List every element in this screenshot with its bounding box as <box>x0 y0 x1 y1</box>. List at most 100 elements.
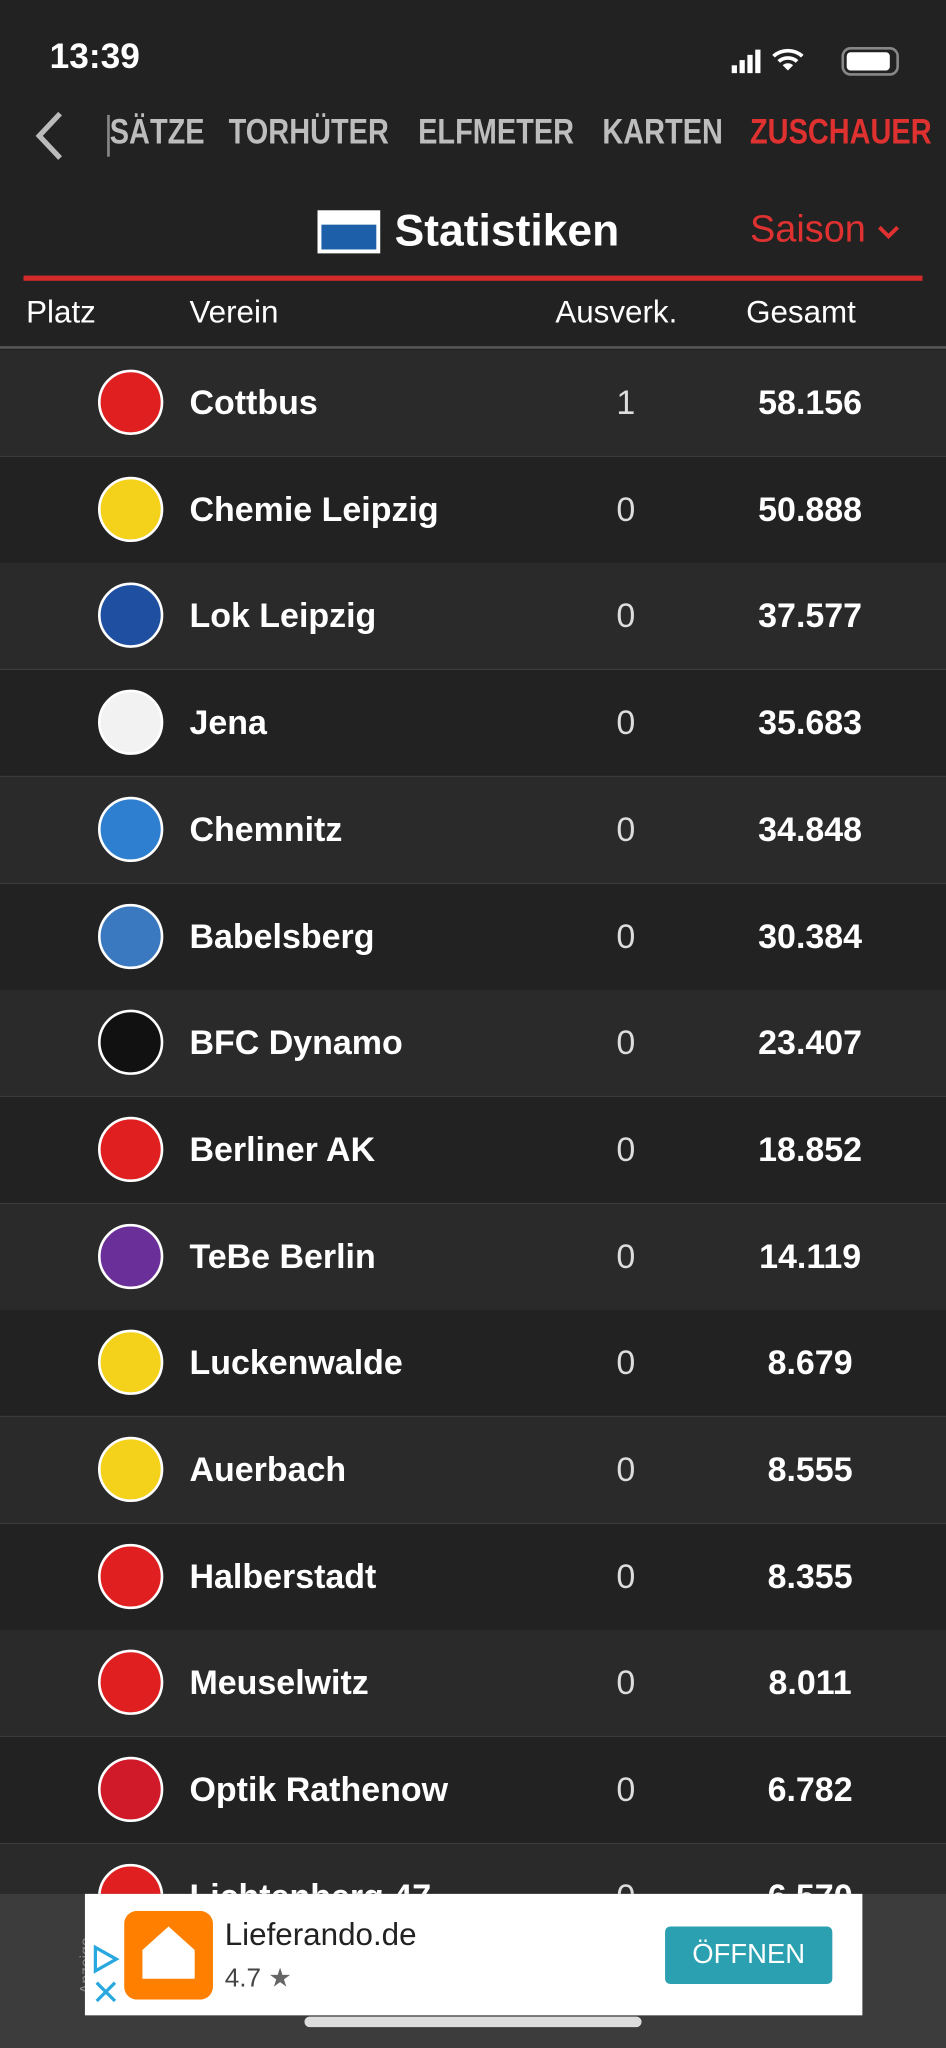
table-row[interactable]: Berliner AK 0 18.852 <box>0 1096 946 1205</box>
club-logo <box>97 689 164 756</box>
club-name: TeBe Berlin <box>189 1236 376 1276</box>
total-attendance: 50.888 <box>758 489 863 529</box>
club-logo <box>97 796 164 862</box>
club-logo <box>97 903 164 969</box>
league-logo <box>317 210 381 254</box>
table-row[interactable]: Cottbus 1 58.156 <box>0 350 946 458</box>
club-name: Jena <box>189 702 267 742</box>
sold-out-count: 0 <box>616 809 636 849</box>
ad-choices[interactable] <box>90 1944 121 2012</box>
table-row[interactable]: BFC Dynamo 0 23.407 <box>0 990 946 1098</box>
total-attendance: 18.852 <box>758 1129 863 1169</box>
table-row[interactable]: Auerbach 0 8.555 <box>0 1417 946 1525</box>
sold-out-count: 0 <box>616 1129 636 1169</box>
season-label[interactable]: Saison <box>750 208 866 251</box>
total-attendance: 8.679 <box>767 1343 853 1383</box>
sold-out-count: 0 <box>616 702 636 742</box>
back-button[interactable] <box>26 107 78 164</box>
club-name: Meuselwitz <box>189 1663 369 1703</box>
total-attendance: 8.555 <box>767 1449 853 1489</box>
club-name: Berliner AK <box>189 1129 376 1169</box>
club-logo <box>97 1436 164 1503</box>
club-logo <box>97 1116 164 1182</box>
club-logo <box>97 1009 164 1076</box>
club-name: BFC Dynamo <box>189 1022 403 1063</box>
column-header: Verein <box>189 295 279 331</box>
club-logo <box>97 369 164 435</box>
table-row[interactable]: Optik Rathenow 0 6.782 <box>0 1737 946 1845</box>
total-attendance: 6.782 <box>767 1769 853 1810</box>
sold-out-count: 0 <box>616 916 636 956</box>
club-name: Cottbus <box>189 382 318 422</box>
total-attendance: 8.011 <box>768 1663 852 1703</box>
column-header: Platz <box>26 295 96 331</box>
ad-app-icon <box>124 1910 213 2000</box>
club-name: Optik Rathenow <box>189 1769 449 1810</box>
club-name: Babelsberg <box>189 916 375 956</box>
tab[interactable]: TORHÜTER <box>228 112 389 152</box>
season-filter[interactable]: Saison <box>750 209 900 252</box>
sold-out-count: 0 <box>616 1022 636 1063</box>
club-name: Chemnitz <box>189 809 343 849</box>
ad-button[interactable]: ÖFFNEN <box>665 1926 833 1984</box>
sold-out-count: 0 <box>616 1769 636 1810</box>
club-name: Luckenwalde <box>189 1343 403 1383</box>
club-logo <box>97 583 164 649</box>
header-line <box>0 346 946 349</box>
page-title: Statistiken <box>394 206 620 256</box>
sold-out-count: 0 <box>616 489 636 529</box>
status-icons <box>731 47 899 76</box>
sold-out-count: 0 <box>616 1556 636 1596</box>
ad-banner: Anzeige Lieferando.de 4.7 ★ ÖFFNEN <box>0 1893 946 2048</box>
rating-star: ★ <box>268 1964 292 1994</box>
sold-out-count: 0 <box>616 1236 636 1276</box>
sold-out-count: 0 <box>616 1449 636 1489</box>
sold-out-count: 0 <box>616 596 636 636</box>
club-logo <box>97 476 164 542</box>
club-name: Chemie Leipzig <box>189 489 439 529</box>
sold-out-count: 0 <box>616 1343 636 1383</box>
tab[interactable]: ZUSCHAUER <box>750 112 932 152</box>
ad-box[interactable]: Lieferando.de 4.7 ★ ÖFFNEN <box>84 1893 863 2016</box>
column-header: Gesamt <box>746 295 856 331</box>
club-logo <box>97 1543 164 1609</box>
table-row[interactable]: Jena 0 35.683 <box>0 670 946 778</box>
club-name: Halberstadt <box>189 1556 377 1596</box>
club-name: Auerbach <box>189 1449 347 1489</box>
table-row[interactable]: Luckenwalde 0 8.679 <box>0 1310 946 1418</box>
club-name: Lok Leipzig <box>189 596 377 636</box>
tab-divider <box>107 114 110 157</box>
ad-title[interactable]: Lieferando.de <box>224 1917 417 1953</box>
table-row[interactable]: Meuselwitz 0 8.011 <box>0 1630 946 1738</box>
tab[interactable]: SÄTZE <box>109 112 205 152</box>
header-underline <box>23 275 923 281</box>
tab[interactable]: ELFMETER <box>418 112 575 152</box>
total-attendance: 35.683 <box>758 702 863 742</box>
total-attendance: 23.407 <box>758 1022 863 1063</box>
table-row[interactable]: TeBe Berlin 0 14.119 <box>0 1203 946 1311</box>
total-attendance: 30.384 <box>758 916 863 956</box>
sold-out-count: 1 <box>616 382 636 422</box>
ad-rating: 4.7 ★ <box>225 1962 292 1995</box>
chevron <box>877 225 899 240</box>
table-row[interactable]: Babelsberg 0 30.384 <box>0 883 946 991</box>
rating-value: 4.7 <box>224 1964 262 1994</box>
club-logo <box>97 1223 164 1289</box>
status-time: 13:39 <box>49 36 140 76</box>
table-row[interactable]: Chemnitz 0 34.848 <box>0 776 946 884</box>
club-logo <box>97 1330 164 1396</box>
total-attendance: 58.156 <box>758 382 863 422</box>
column-header: Ausverk. <box>555 295 678 331</box>
total-attendance: 8.355 <box>767 1556 853 1596</box>
tab[interactable]: KARTEN <box>602 112 723 152</box>
table-row[interactable]: Lok Leipzig 0 37.577 <box>0 563 946 671</box>
club-logo <box>97 1650 164 1716</box>
club-logo <box>97 1756 164 1823</box>
sold-out-count: 0 <box>616 1663 636 1703</box>
table-row[interactable]: Halberstadt 0 8.355 <box>0 1523 946 1631</box>
total-attendance: 37.577 <box>758 596 863 636</box>
total-attendance: 14.119 <box>759 1236 862 1276</box>
table-row[interactable]: Chemie Leipzig 0 50.888 <box>0 456 946 564</box>
